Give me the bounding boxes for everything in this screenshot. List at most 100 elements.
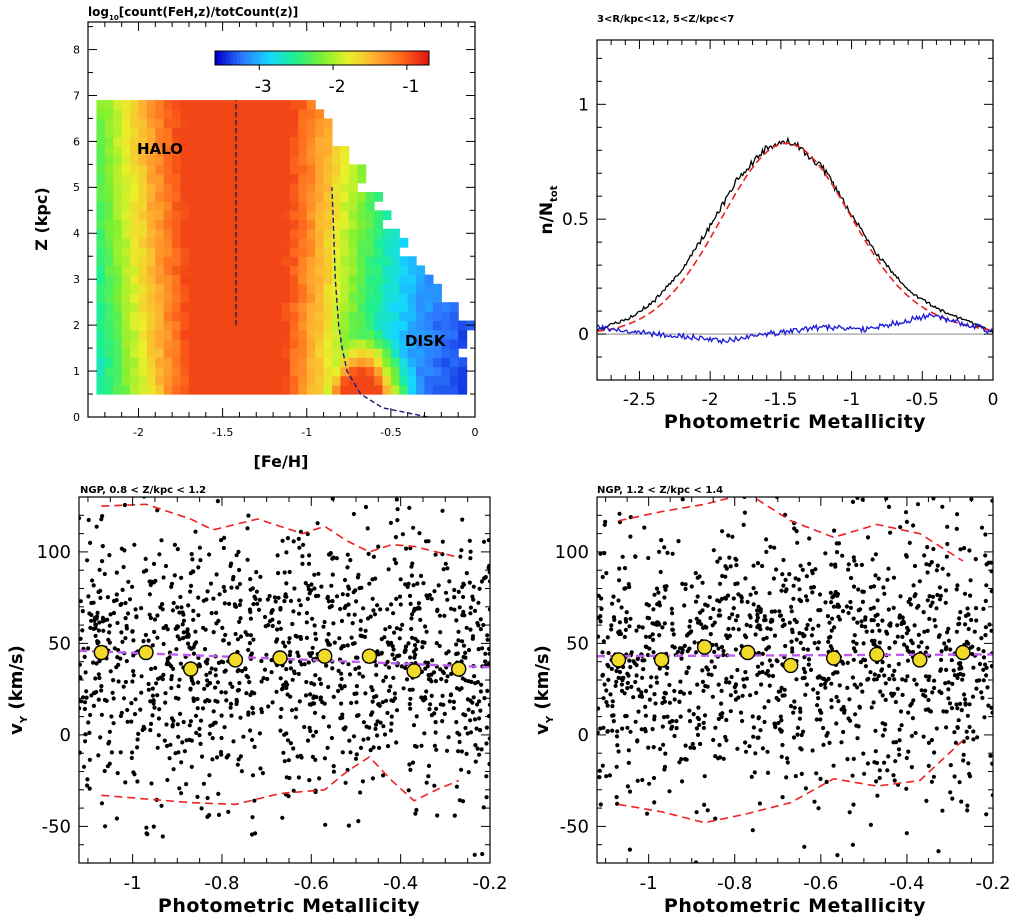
scatter-point (925, 645, 930, 650)
panel2-title: 3<R/kpc<12, 5<Z/kpc<7 (597, 14, 734, 25)
heatmap-cell (256, 164, 266, 175)
scatter-point (831, 763, 836, 768)
heatmap-cell (289, 118, 299, 129)
heatmap-cell (458, 357, 468, 368)
heatmap-cell (104, 219, 114, 230)
scatter-point (646, 603, 652, 608)
heatmap-cell (382, 348, 392, 358)
scatter-point (916, 603, 921, 609)
scatter-point (161, 672, 166, 678)
p1-xtick-label: -1 (301, 426, 312, 439)
scatter-point (189, 552, 194, 557)
scatter-point (897, 738, 902, 743)
scatter-point (361, 720, 366, 725)
heatmap-cell (323, 338, 333, 349)
scatter-point (160, 607, 165, 612)
scatter-point (84, 695, 89, 700)
heatmap-cell (407, 274, 417, 285)
colorbar-step (421, 51, 426, 65)
heatmap-cell (214, 164, 224, 175)
heatmap-cell (424, 274, 434, 285)
scatter-point (622, 566, 628, 571)
scatter-point (165, 478, 169, 482)
scatter-point (819, 710, 824, 716)
colorbar-step (336, 51, 341, 65)
scatter-point (94, 614, 100, 619)
scatter-point (245, 557, 250, 562)
scatter-point (432, 783, 437, 788)
heatmap-cell (331, 164, 341, 175)
scatter-point (176, 696, 181, 701)
heatmap-cell (239, 274, 249, 285)
heatmap-cell (239, 237, 249, 248)
heatmap-cell (340, 201, 350, 211)
scatter-point (962, 692, 967, 697)
scatter-point (393, 561, 399, 566)
scatter-point (161, 641, 166, 647)
heatmap-cell (441, 320, 451, 331)
heatmap-cell (306, 136, 316, 147)
scatter-point (601, 696, 606, 701)
heatmap-cell (416, 311, 426, 322)
scatter-point (955, 583, 960, 588)
heatmap-cell (382, 338, 392, 349)
scatter-point (805, 598, 810, 603)
scatter-point (468, 730, 474, 735)
p1-ytick-label: 3 (73, 273, 80, 286)
heatmap-cell (121, 265, 131, 276)
scatter-point (753, 751, 758, 756)
scatter-point (428, 702, 433, 707)
scatter-point (919, 688, 924, 693)
heatmap-cell (365, 384, 375, 395)
scatter-point (735, 746, 740, 751)
scatter-point (80, 609, 85, 614)
scatter-point (418, 617, 423, 623)
scatter-point (989, 705, 993, 710)
scatter-point (191, 569, 196, 574)
scatter-point (459, 749, 464, 754)
scatter-point (731, 606, 736, 611)
heatmap-cell (340, 210, 350, 221)
scatter-point (437, 643, 442, 649)
scatter-point (212, 720, 217, 725)
scatter-point (605, 703, 610, 708)
heatmap-cell (188, 237, 198, 248)
heatmap-cell (113, 265, 123, 276)
scatter-point (652, 692, 657, 697)
scatter-point (163, 691, 168, 696)
p4-xtick-label: -0.2 (975, 873, 1010, 894)
scatter-point (260, 771, 265, 776)
heatmap-cell (323, 384, 333, 395)
scatter-point (757, 670, 762, 675)
scatter-point (151, 561, 157, 567)
scatter-point (101, 628, 106, 633)
heatmap-cell (264, 357, 274, 368)
heatmap-cell (348, 256, 358, 267)
heatmap-cell (239, 164, 249, 175)
scatter-point (926, 677, 931, 683)
scatter-point (237, 619, 242, 625)
scatter-point (305, 596, 310, 602)
scatter-point (989, 664, 993, 669)
scatter-point (446, 735, 451, 740)
heatmap-cell (155, 357, 165, 368)
scatter-point (900, 677, 905, 682)
heatmap-cell (340, 164, 350, 175)
scatter-point (403, 644, 408, 649)
heatmap-cell (231, 320, 241, 331)
heatmap-cell (138, 348, 148, 358)
heatmap-cell (298, 118, 308, 129)
heatmap-cell (155, 136, 165, 147)
heatmap-cell (247, 100, 257, 110)
scatter-point (386, 665, 392, 670)
scatter-point (228, 681, 233, 686)
heatmap-cell (104, 173, 114, 184)
scatter-point (79, 636, 83, 641)
heatmap-cell (298, 173, 308, 184)
scatter-point (391, 675, 396, 681)
heatmap-cell (264, 136, 274, 147)
scatter-point (411, 525, 416, 530)
scatter-point (942, 641, 947, 646)
scatter-point (446, 649, 451, 654)
scatter-point (610, 728, 615, 733)
